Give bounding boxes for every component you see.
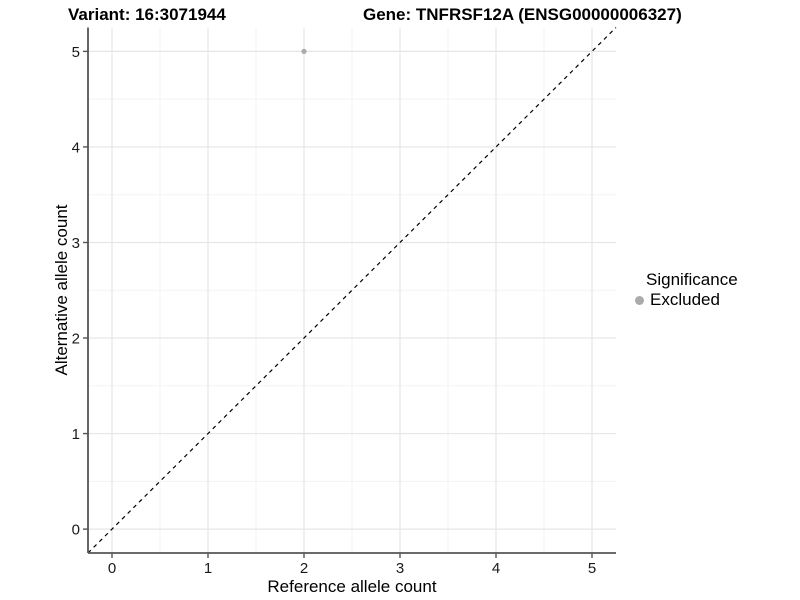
excluded-dot-icon (635, 295, 644, 305)
x-axis-title: Reference allele count (267, 577, 437, 596)
y-tick-label: 3 (72, 235, 80, 252)
x-tick-label: 3 (396, 560, 404, 577)
x-tick-label: 1 (204, 560, 212, 577)
legend-item-label: Excluded (650, 290, 720, 309)
y-tick-label: 1 (72, 426, 80, 443)
legend: Significance Excluded (632, 269, 738, 310)
x-tick-label: 2 (300, 560, 308, 577)
data-point (301, 48, 307, 54)
y-tick-label: 0 (72, 522, 80, 539)
x-tick-label: 4 (492, 560, 500, 577)
variant-title: Variant: 16:3071944 (68, 5, 226, 24)
y-tick-label: 4 (72, 139, 80, 156)
x-tick-label: 5 (588, 560, 596, 577)
x-tick-label: 0 (108, 560, 116, 577)
legend-item-excluded: Excluded (632, 290, 738, 310)
legend-title: Significance (646, 270, 738, 289)
y-tick-label: 5 (72, 44, 80, 61)
gene-title: Gene: TNFRSF12A (ENSG00000006327) (363, 5, 682, 24)
y-axis-title: Alternative allele count (52, 204, 71, 376)
y-tick-label: 2 (72, 331, 80, 348)
